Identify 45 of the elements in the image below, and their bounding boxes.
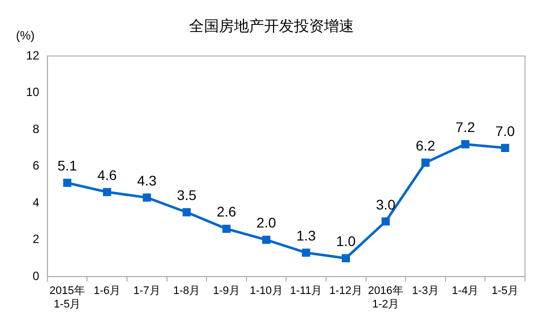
y-tick-label: 8 xyxy=(32,122,40,136)
point xyxy=(222,224,231,233)
chart-title: 全国房地产开发投资增速 xyxy=(189,18,354,36)
data-label: 7.0 xyxy=(495,122,516,139)
x-tick-label: 1-11月 xyxy=(290,285,322,298)
data-label: 2.0 xyxy=(256,214,276,231)
y-axis-title: (%) xyxy=(16,28,35,42)
data-label: 1.3 xyxy=(296,228,316,244)
x-tick-label: 2016年 1-2月 xyxy=(368,285,404,310)
data-label: 1.0 xyxy=(336,233,356,250)
data-label: 7.2 xyxy=(456,119,476,136)
y-tick-label: 2 xyxy=(32,232,40,246)
data-label: 2.6 xyxy=(216,204,236,220)
point xyxy=(421,158,430,167)
point xyxy=(382,217,390,226)
x-tick-label: 1-12月 xyxy=(329,285,362,298)
point xyxy=(102,188,112,196)
point xyxy=(182,208,191,216)
y-tick-label: 4 xyxy=(32,195,40,210)
x-tick-label: 1-10月 xyxy=(250,285,283,298)
data-label: 4.3 xyxy=(137,172,157,188)
point xyxy=(302,248,310,257)
y-tick-label: 6 xyxy=(32,158,40,173)
x-tick-label: 1-6月 xyxy=(94,285,121,298)
x-tick-label: 1-9月 xyxy=(213,285,240,298)
x-tick-label: 1-5月 xyxy=(492,285,519,298)
point xyxy=(262,236,270,244)
x-tick-label: 1-3月 xyxy=(412,285,439,298)
point xyxy=(461,140,470,148)
point xyxy=(63,178,72,187)
y-tick-label: 0 xyxy=(32,268,40,283)
data-label: 5.1 xyxy=(58,158,78,174)
point xyxy=(501,144,510,152)
data-label: 4.6 xyxy=(97,166,117,183)
data-label: 3.5 xyxy=(176,187,197,204)
y-tick-label: 10 xyxy=(26,85,40,100)
x-tick-label: 1-7月 xyxy=(133,285,160,298)
x-tick-label: 1-4月 xyxy=(452,285,479,298)
y-tick-label: 12 xyxy=(26,48,40,62)
point xyxy=(342,254,350,262)
point xyxy=(142,193,151,202)
x-tick-label: 1-8月 xyxy=(173,285,200,298)
x-tick-label: 2015年 1-5月 xyxy=(50,285,85,310)
data-label: 3.0 xyxy=(376,196,396,212)
data-label: 6.2 xyxy=(416,137,436,154)
